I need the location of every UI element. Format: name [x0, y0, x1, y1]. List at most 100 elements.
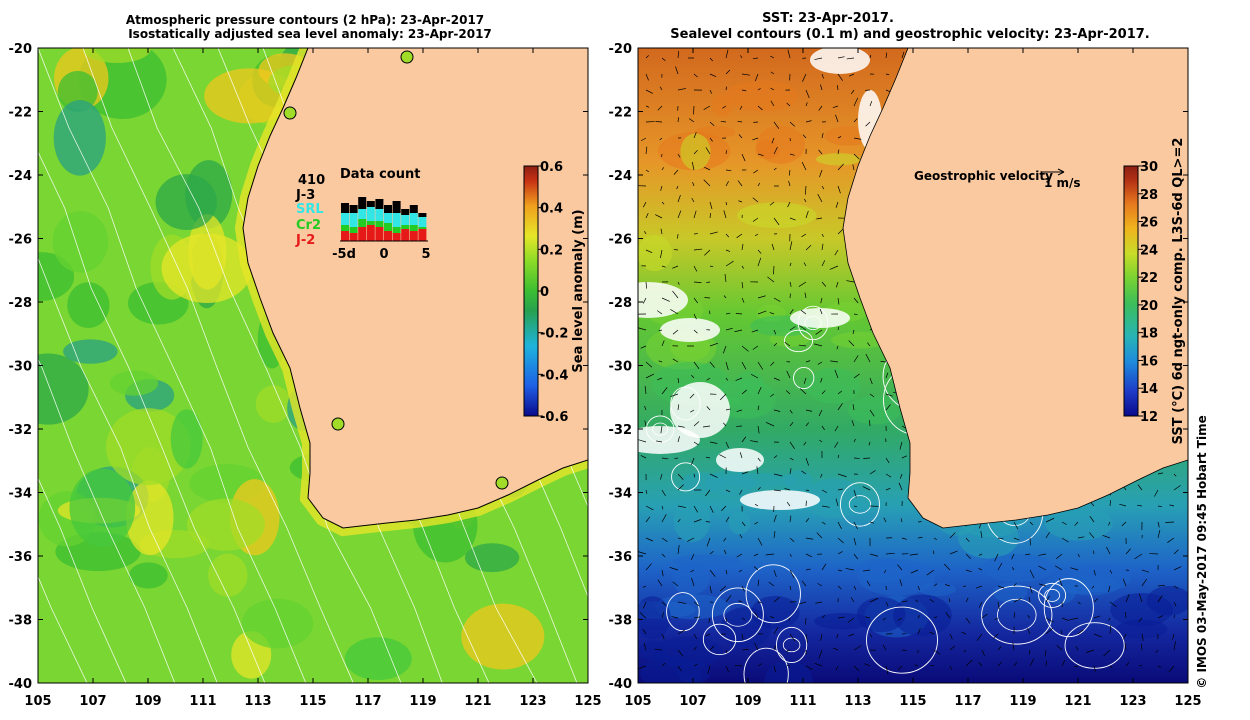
velocity-arrow — [765, 553, 775, 556]
velocity-arrow — [900, 518, 903, 523]
sla-blob — [67, 282, 110, 329]
velocity-arrow — [1038, 565, 1047, 571]
velocity-arrow — [800, 309, 807, 315]
velocity-arrow — [741, 153, 746, 162]
sla-blob — [52, 211, 109, 273]
velocity-arrow — [837, 185, 841, 194]
velocity-arrow — [1173, 549, 1179, 555]
y-tick-label: -20 — [609, 42, 633, 57]
cloud-patch — [716, 448, 764, 472]
velocity-arrow — [830, 360, 839, 363]
velocity-arrow — [885, 404, 891, 411]
velocity-arrow — [965, 659, 973, 667]
velocity-arrow — [709, 137, 713, 142]
velocity-arrow — [789, 308, 794, 315]
velocity-arrow — [993, 633, 999, 640]
velocity-arrow — [720, 120, 727, 123]
velocity-arrow — [898, 665, 903, 670]
velocity-arrow — [845, 568, 855, 571]
velocity-arrow — [789, 217, 796, 221]
velocity-arrow — [799, 388, 807, 395]
velocity-arrow — [773, 514, 777, 523]
velocity-arrow — [818, 105, 823, 111]
velocity-arrow — [754, 642, 759, 651]
velocity-arrow — [963, 649, 967, 653]
data-count-bar-segment — [358, 209, 367, 219]
velocity-arrow — [1157, 585, 1165, 587]
velocity-arrow — [1109, 601, 1117, 608]
velocity-arrow — [773, 146, 778, 155]
australia-landmass — [242, 48, 588, 529]
velocity-arrow — [816, 217, 823, 220]
velocity-arrow — [757, 537, 763, 546]
velocity-arrow — [784, 488, 791, 491]
velocity-arrow — [642, 585, 647, 588]
velocity-arrow — [949, 633, 953, 640]
sst-patch — [784, 470, 813, 492]
velocity-arrow — [1013, 583, 1017, 587]
velocity-arrow — [767, 276, 775, 283]
velocity-arrow — [853, 537, 857, 546]
velocity-arrow — [816, 532, 823, 539]
velocity-arrow — [693, 601, 700, 607]
velocity-arrow — [837, 488, 843, 491]
data-count-bar-segment — [341, 203, 349, 213]
velocity-arrow — [821, 563, 827, 571]
velocity-arrow — [677, 425, 685, 428]
left-map-panel: Atmospheric pressure contours (2 hPa): 2… — [9, 13, 602, 709]
velocity-arrow — [805, 489, 810, 492]
velocity-arrow — [754, 521, 759, 525]
sla-blob — [69, 468, 136, 547]
sla-blob — [57, 70, 98, 112]
sealevel-contour — [723, 602, 753, 627]
velocity-arrow — [853, 553, 859, 560]
x-tick-label: 115 — [899, 694, 926, 709]
velocity-arrow — [817, 193, 823, 203]
velocity-arrow — [786, 370, 791, 379]
velocity-arrow — [837, 616, 845, 619]
velocity-arrow — [944, 584, 951, 587]
velocity-arrow — [677, 88, 687, 91]
velocity-arrow — [677, 117, 680, 123]
y-tick-label: -22 — [9, 106, 33, 121]
sst-patch — [672, 563, 710, 595]
sla-blob — [461, 603, 545, 670]
velocity-arrow — [819, 439, 823, 443]
velocity-arrow — [789, 537, 795, 543]
velocity-arrow — [789, 326, 796, 331]
y-tick-label: -34 — [9, 487, 33, 502]
sst-patch — [805, 367, 861, 404]
sealevel-contour — [981, 585, 1053, 645]
x-tick-label: 113 — [244, 694, 271, 709]
velocity-arrow — [852, 329, 855, 335]
velocity-arrow — [770, 393, 775, 397]
velocity-arrow — [885, 73, 890, 76]
velocity-arrow — [943, 563, 951, 571]
velocity-arrow — [798, 344, 807, 347]
pressure-contour-line — [82, 48, 354, 683]
velocity-arrow — [638, 439, 647, 443]
velocity-arrow — [837, 585, 842, 590]
velocity-arrow — [834, 249, 839, 256]
velocity-arrow — [753, 566, 759, 571]
velocity-arrow — [789, 409, 793, 414]
velocity-arrow — [676, 185, 679, 190]
velocity-arrow — [1013, 612, 1016, 619]
velocity-arrow — [645, 537, 654, 542]
velocity-arrow — [677, 601, 687, 604]
data-count-total: 410 — [298, 173, 325, 188]
velocity-arrow — [885, 457, 890, 464]
velocity-arrow — [1137, 484, 1143, 491]
velocity-arrow — [688, 118, 695, 123]
pressure-contour-line — [38, 477, 127, 683]
velocity-arrow — [789, 121, 796, 127]
velocity-arrow — [1138, 593, 1143, 603]
velocity-arrow — [1075, 646, 1079, 651]
velocity-arrow — [645, 281, 647, 289]
cloud-patch — [810, 48, 870, 74]
velocity-arrow — [997, 585, 1005, 589]
velocity-arrow — [725, 201, 728, 206]
velocity-arrow — [704, 166, 711, 171]
velocity-arrow — [815, 329, 823, 335]
y-tick-label: -24 — [609, 169, 633, 184]
